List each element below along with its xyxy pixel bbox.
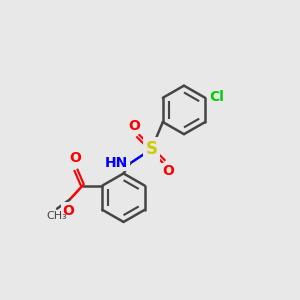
Text: HN: HN — [105, 156, 128, 170]
Text: O: O — [70, 151, 82, 165]
Text: CH₃: CH₃ — [47, 211, 68, 221]
Text: Cl: Cl — [209, 90, 224, 104]
Text: S: S — [146, 140, 158, 158]
Text: O: O — [128, 119, 140, 133]
Text: O: O — [63, 204, 75, 218]
Text: O: O — [162, 164, 174, 178]
